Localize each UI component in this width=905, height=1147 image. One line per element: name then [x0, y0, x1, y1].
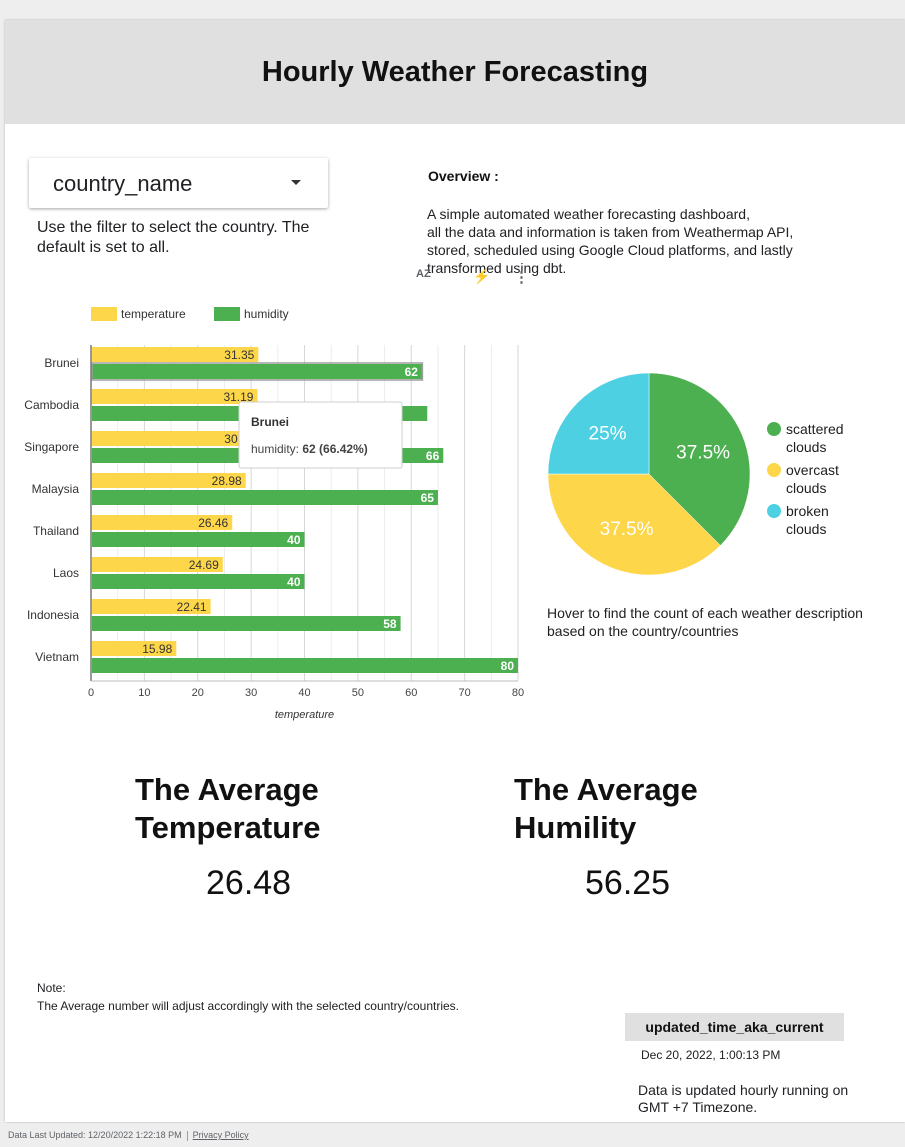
data-label-temperature: 15.98: [142, 642, 172, 656]
legend-dot: [767, 504, 781, 518]
bar-temperature: [92, 515, 233, 530]
bar-humidity: [92, 364, 422, 379]
note-text: The Average number will adjust according…: [37, 999, 459, 1013]
data-last-updated: Data Last Updated: 12/20/2022 1:22:18 PM: [8, 1130, 182, 1140]
report-canvas: Hourly Weather Forecasting country_name …: [5, 20, 905, 1122]
report-header: Hourly Weather Forecasting: [5, 20, 905, 124]
legend-swatch: [214, 307, 240, 321]
data-label-humidity: 80: [501, 659, 515, 673]
category-label: Vietnam: [35, 650, 79, 664]
pie-slice: [547, 372, 650, 475]
bar-humidity: [92, 574, 305, 589]
tooltip-number: 62 (66.42%): [302, 442, 367, 456]
legend-label: broken clouds: [786, 503, 829, 537]
country-filter-dropdown[interactable]: country_name: [29, 158, 328, 208]
x-tick-label: 70: [459, 687, 471, 699]
x-tick-label: 30: [245, 687, 257, 699]
category-label: Brunei: [44, 356, 79, 370]
pie-chart: 37.5% 37.5% 25%: [547, 372, 751, 576]
category-label: Singapore: [24, 440, 79, 454]
chevron-down-icon[interactable]: [291, 180, 301, 185]
updated-time-header: updated_time_aka_current: [625, 1013, 844, 1041]
data-label-temperature: 22.41: [177, 600, 207, 614]
data-label-humidity: 66: [426, 449, 440, 463]
x-axis-title: temperature: [275, 709, 334, 721]
data-label-humidity: 65: [421, 491, 435, 505]
footer-divider: [186, 1130, 188, 1141]
avg-temperature-title: The Average Temperature: [135, 772, 321, 845]
overview-text: A simple automated weather forecasting d…: [427, 206, 794, 276]
x-tick-label: 0: [88, 687, 94, 699]
data-label-temperature: 28.98: [212, 474, 242, 488]
legend-dot: [767, 422, 781, 436]
pie-slice-label: 25%: [589, 424, 627, 445]
bar-humidity: [92, 532, 305, 547]
sort-icon[interactable]: AZ: [416, 268, 431, 280]
tooltip-box: [238, 401, 403, 469]
page-title: Hourly Weather Forecasting: [261, 55, 649, 88]
data-label-humidity: 62: [405, 365, 419, 379]
x-tick-label: 60: [405, 687, 417, 699]
chart-toolbar: AZ ⚡ ⋮: [410, 268, 530, 290]
report-footer: Data Last Updated: 12/20/2022 1:22:18 PM…: [8, 1130, 249, 1141]
category-label: Malaysia: [32, 482, 80, 496]
legend-label: temperature: [121, 307, 186, 321]
bar-temperature: [92, 347, 259, 362]
legend-dot: [767, 463, 781, 477]
data-label-humidity: 58: [383, 617, 397, 631]
note-title: Note:: [37, 981, 66, 995]
bar-chart: 0 10 20 30 40 50 60 70 80 temperature temperature h…: [24, 307, 524, 721]
category-label: Cambodia: [24, 398, 79, 412]
lightning-icon[interactable]: ⚡: [473, 268, 491, 284]
x-tick-label: 10: [138, 687, 150, 699]
tooltip-title: Brunei: [251, 415, 289, 429]
x-tick-label: 80: [512, 687, 524, 699]
legend-swatch: [91, 307, 117, 321]
more-vert-icon[interactable]: ⋮: [514, 269, 529, 286]
pie-slice: [648, 372, 751, 546]
category-label: Laos: [53, 566, 79, 580]
avg-humidity-value: 56.25: [585, 864, 671, 902]
bar-temperature: [92, 599, 211, 614]
bar-temperature: [92, 389, 258, 404]
category-label: Indonesia: [27, 608, 79, 622]
legend-label: overcast clouds: [786, 462, 839, 496]
data-label-humidity: 40: [287, 575, 301, 589]
data-label-temperature: 31.35: [224, 348, 254, 362]
data-label-temperature: 24.69: [189, 558, 219, 572]
update-schedule-note: Data is updated hourly running on GMT +7…: [638, 1082, 849, 1115]
bar-humidity: [92, 490, 438, 505]
filter-help-text: Use the filter to select the country. Th…: [37, 219, 310, 256]
x-tick-label: 40: [298, 687, 310, 699]
avg-temperature-value: 26.48: [206, 864, 292, 902]
privacy-policy-link[interactable]: Privacy Policy: [192, 1130, 249, 1140]
hover-highlight: [91, 362, 424, 381]
overview-title: Overview :: [428, 168, 499, 184]
pie-hover-note: Hover to find the count of each weather …: [547, 605, 863, 639]
bar-humidity: [92, 616, 401, 631]
bar-humidity: [92, 658, 518, 673]
data-label-temperature: 31.19: [223, 390, 253, 404]
x-tick-label: 50: [352, 687, 364, 699]
chart-tooltip: Brunei humidity: 62 (66.42%): [238, 401, 403, 469]
tooltip-value: humidity: 62 (66.42%): [251, 442, 368, 456]
data-label-temperature: 26.46: [198, 516, 228, 530]
category-label: Thailand: [33, 524, 79, 538]
bar-temperature: [92, 431, 252, 446]
tooltip-series-label: humidity:: [251, 442, 302, 456]
data-label-humidity: 40: [287, 533, 301, 547]
updated-time-value: Dec 20, 2022, 1:00:13 PM: [641, 1048, 781, 1062]
filter-label: country_name: [53, 171, 193, 196]
pie-slice: [547, 473, 721, 576]
x-tick-label: 20: [192, 687, 204, 699]
legend-label: humidity: [244, 307, 289, 321]
bar-temperature: [92, 473, 246, 488]
bar-temperature: [92, 641, 177, 656]
legend-label: scattered clouds: [786, 421, 844, 455]
chart-legend: temperature humidity: [91, 307, 289, 321]
bar-temperature: [92, 557, 223, 572]
pie-slice-label: 37.5%: [600, 519, 654, 540]
avg-humidity-title: The Average Humility: [514, 772, 698, 845]
pie-slice-label: 37.5%: [676, 443, 730, 464]
